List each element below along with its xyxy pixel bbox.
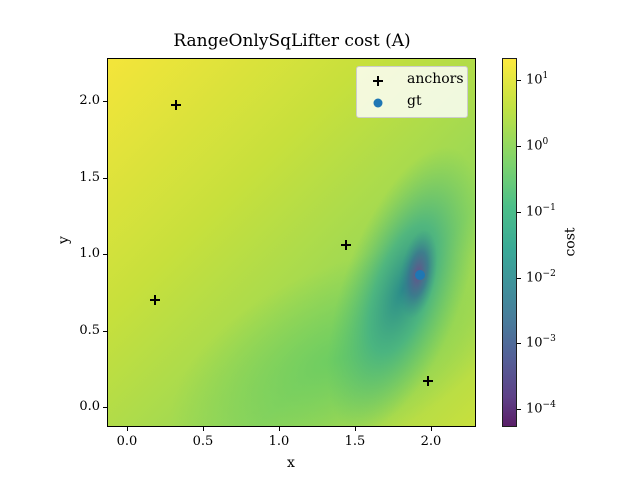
y-tick — [103, 331, 107, 332]
plus-marker-icon — [373, 76, 383, 86]
colorbar-tick — [517, 212, 521, 213]
gt-marker — [415, 270, 425, 280]
anchor-marker-3 — [341, 240, 351, 250]
chart-title: RangeOnlySqLifter cost (A) — [173, 31, 411, 51]
x-tick — [203, 427, 204, 431]
colorbar-tick — [517, 343, 521, 344]
x-axis-label: x — [287, 455, 295, 471]
legend: anchors gt — [356, 66, 468, 118]
colorbar-tick-label: 10−3 — [526, 334, 556, 351]
colorbar-tick — [517, 409, 521, 410]
legend-entry-gt: gt — [357, 93, 467, 113]
y-tick — [103, 178, 107, 179]
colorbar-tick-label: 10−4 — [526, 400, 556, 417]
colorbar-tick-label: 100 — [526, 137, 549, 154]
colorbar-tick-label: 10−1 — [526, 203, 556, 220]
y-tick — [103, 101, 107, 102]
y-tick — [103, 407, 107, 408]
x-tick-label: 1.0 — [268, 434, 290, 449]
y-tick-label: 0.0 — [79, 399, 100, 414]
x-tick-label: 0.5 — [192, 434, 214, 449]
colorbar — [502, 58, 517, 427]
y-tick-label: 0.5 — [79, 323, 100, 338]
x-tick — [279, 427, 280, 431]
colorbar-tick-label: 101 — [526, 71, 549, 88]
colorbar-tick — [517, 80, 521, 81]
colorbar-label: cost — [562, 227, 579, 257]
cost-heatmap — [108, 59, 475, 426]
y-tick-label: 1.0 — [79, 246, 100, 261]
anchor-markers — [150, 100, 433, 386]
heatmap-plot-area — [107, 58, 476, 427]
y-tick-label: 1.5 — [79, 170, 100, 185]
anchor-marker-2 — [150, 295, 160, 305]
y-axis-label: y — [56, 236, 72, 244]
x-tick — [127, 427, 128, 431]
anchor-marker-4 — [423, 376, 433, 386]
anchor-marker-1 — [171, 100, 181, 110]
x-tick-label: 1.5 — [344, 434, 366, 449]
x-tick — [355, 427, 356, 431]
colorbar-tick — [517, 278, 521, 279]
x-tick — [431, 427, 432, 431]
circle-marker-icon — [373, 98, 383, 108]
colorbar-tick-label: 10−2 — [526, 269, 556, 286]
x-tick-label: 2.0 — [420, 434, 442, 449]
y-tick — [103, 254, 107, 255]
legend-entry-anchors: anchors — [357, 71, 467, 91]
colorbar-tick — [517, 146, 521, 147]
legend-label: gt — [407, 93, 422, 109]
x-tick-label: 0.0 — [116, 434, 138, 449]
legend-label: anchors — [407, 71, 464, 87]
y-tick-label: 2.0 — [79, 93, 100, 108]
